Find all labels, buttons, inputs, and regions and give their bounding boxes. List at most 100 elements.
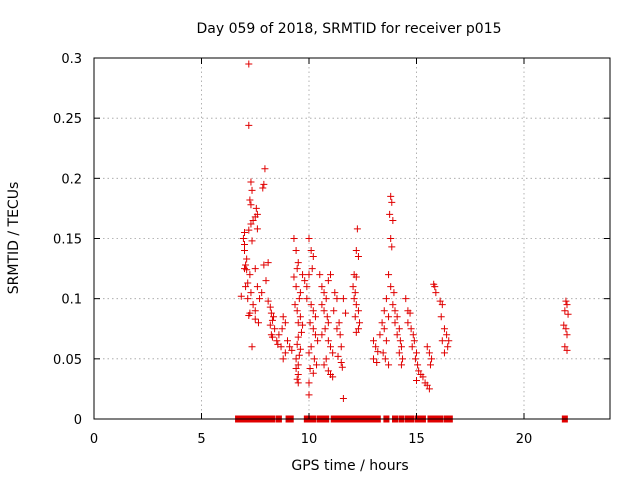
- data-point: [264, 297, 272, 305]
- data-point: [352, 247, 360, 255]
- data-point: [247, 201, 255, 209]
- data-point: [294, 333, 302, 341]
- data-point: [306, 364, 314, 372]
- data-point: [311, 313, 319, 321]
- data-point: [395, 349, 403, 357]
- data-point: [264, 259, 272, 267]
- data-point: [338, 363, 346, 371]
- data-point: [320, 289, 328, 297]
- data-point: [336, 331, 344, 339]
- data-point: [318, 283, 326, 291]
- y-tick-label: 0.1: [61, 293, 82, 308]
- data-point: [329, 349, 337, 357]
- data-point: [288, 346, 296, 354]
- y-tick-label: 0.15: [53, 233, 82, 248]
- data-point: [330, 307, 338, 315]
- data-point: [313, 361, 321, 369]
- data-point: [562, 297, 570, 305]
- data-point: [382, 295, 390, 303]
- data-point: [251, 315, 259, 323]
- data-point: [241, 228, 248, 236]
- x-tick-label: 5: [197, 432, 205, 447]
- data-point: [428, 355, 436, 363]
- data-point: [316, 271, 324, 279]
- data-point: [249, 216, 257, 224]
- data-point: [254, 319, 262, 327]
- data-point: [294, 361, 302, 369]
- data-point: [431, 283, 439, 291]
- data-point: [426, 361, 434, 369]
- data-point: [248, 186, 256, 194]
- data-point: [294, 319, 302, 327]
- x-tick-label: 0: [90, 432, 98, 447]
- data-point: [388, 243, 396, 251]
- data-point: [292, 355, 300, 363]
- data-point: [376, 331, 384, 339]
- y-tick-label: 0: [74, 413, 82, 428]
- data-point: [242, 283, 250, 291]
- data-point: [322, 355, 330, 363]
- data-point: [297, 328, 305, 336]
- data-point: [337, 343, 345, 351]
- data-point: [351, 313, 359, 321]
- data-point: [370, 337, 377, 345]
- data-point: [419, 373, 427, 381]
- data-point: [294, 370, 302, 378]
- data-point: [293, 375, 301, 383]
- chart-title: Day 059 of 2018, SRMTID for receiver p01…: [196, 21, 501, 37]
- data-point: [293, 340, 301, 348]
- data-point: [248, 343, 256, 351]
- data-point: [387, 192, 395, 200]
- data-point: [372, 343, 380, 351]
- data-point: [294, 379, 302, 387]
- data-point: [292, 283, 300, 291]
- data-point: [279, 355, 287, 363]
- data-point: [425, 349, 433, 357]
- data-point: [380, 325, 388, 333]
- data-point: [295, 351, 303, 359]
- data-point: [301, 277, 309, 285]
- data-point: [385, 313, 393, 321]
- data-point: [299, 321, 307, 329]
- y-tick-label: 0.05: [53, 353, 82, 368]
- data-point: [246, 196, 254, 204]
- data-point: [309, 253, 317, 261]
- data-point: [423, 381, 431, 389]
- data-point: [410, 337, 418, 345]
- data-point: [356, 319, 364, 327]
- data-point: [321, 325, 329, 333]
- data-point: [436, 297, 444, 305]
- data-point: [561, 307, 569, 315]
- data-point: [393, 313, 401, 321]
- data-point: [331, 289, 339, 297]
- data-point: [389, 301, 397, 309]
- data-point: [308, 265, 316, 273]
- data-point: [444, 343, 452, 351]
- data-point: [438, 337, 446, 345]
- data-point: [563, 346, 571, 354]
- data-point: [354, 325, 362, 333]
- data-point: [399, 355, 407, 363]
- data-point: [305, 379, 313, 387]
- data-point: [247, 178, 255, 186]
- data-point: [320, 307, 328, 315]
- data-point: [286, 343, 294, 351]
- data-point: [390, 289, 398, 297]
- data-point: [561, 343, 569, 351]
- data-point: [244, 295, 252, 303]
- axis-ticks: [93, 57, 610, 420]
- data-point: [423, 343, 431, 351]
- data-point: [381, 355, 389, 363]
- y-tick-label: 0.2: [61, 172, 82, 187]
- data-point: [293, 307, 301, 315]
- data-point: [277, 343, 285, 351]
- data-point: [296, 313, 304, 321]
- data-point: [271, 325, 279, 333]
- data-point: [337, 358, 345, 366]
- data-point: [279, 313, 287, 321]
- data-point: [245, 121, 253, 129]
- data-point: [387, 283, 395, 291]
- data-point: [251, 307, 259, 315]
- data-point: [324, 367, 332, 375]
